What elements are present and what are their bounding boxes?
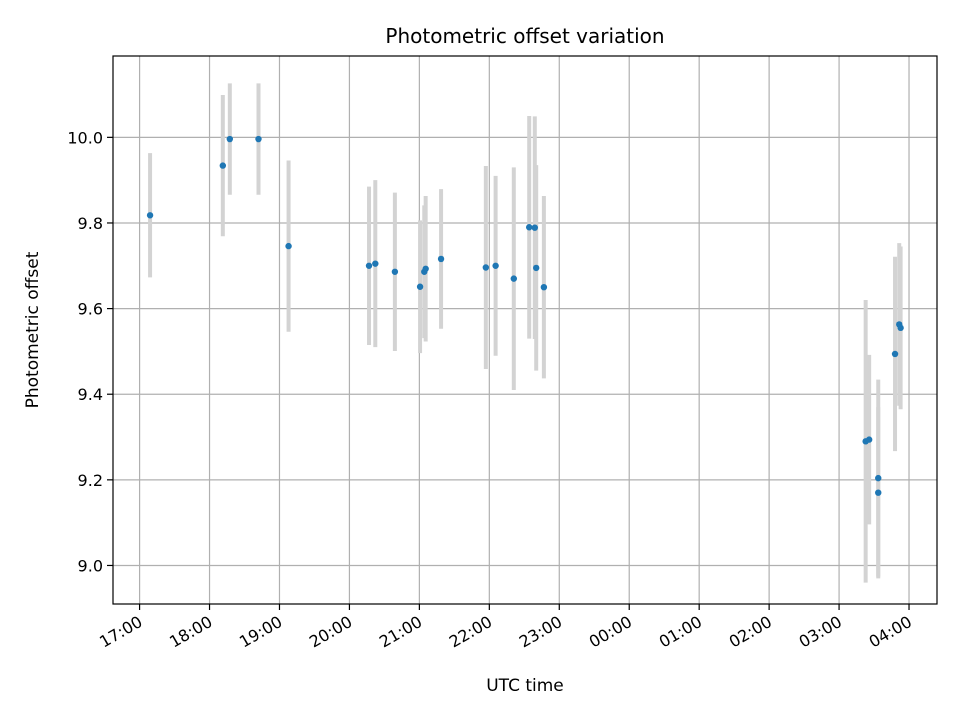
data-point xyxy=(891,350,899,358)
data-point xyxy=(875,474,882,482)
data-point xyxy=(226,135,234,143)
data-point xyxy=(391,268,399,275)
y-tick-label: 9.6 xyxy=(78,300,103,319)
data-point xyxy=(219,162,227,169)
data-point xyxy=(365,262,373,269)
data-point xyxy=(492,262,499,269)
data-point xyxy=(422,265,429,272)
y-tick-label: 9.4 xyxy=(78,385,103,404)
data-point xyxy=(865,436,873,443)
data-point xyxy=(532,264,540,272)
data-point xyxy=(437,255,445,263)
data-point xyxy=(875,489,882,496)
data-point xyxy=(146,212,154,219)
data-points xyxy=(146,135,904,496)
y-axis-label: Photometric offset xyxy=(23,251,43,408)
data-point xyxy=(416,283,424,290)
data-point xyxy=(510,275,518,282)
x-axis-label: UTC time xyxy=(486,676,564,696)
y-tick-label: 10.0 xyxy=(67,128,103,147)
chart-title: Photometric offset variation xyxy=(385,24,664,48)
data-point xyxy=(482,264,490,271)
plot-frame xyxy=(112,55,938,605)
data-point xyxy=(525,224,533,231)
grid xyxy=(113,56,937,604)
y-tick-label: 9.2 xyxy=(78,471,103,490)
data-point xyxy=(255,135,262,143)
data-point xyxy=(531,224,538,231)
data-point xyxy=(372,260,379,267)
y-axis: 9.0 9.2 9.4 9.6 9.8 10.0 xyxy=(67,128,113,575)
data-point xyxy=(540,283,548,291)
data-point xyxy=(285,242,292,250)
data-point xyxy=(897,324,904,332)
y-tick-label: 9.0 xyxy=(78,556,103,575)
y-tick-label: 9.8 xyxy=(78,214,103,233)
